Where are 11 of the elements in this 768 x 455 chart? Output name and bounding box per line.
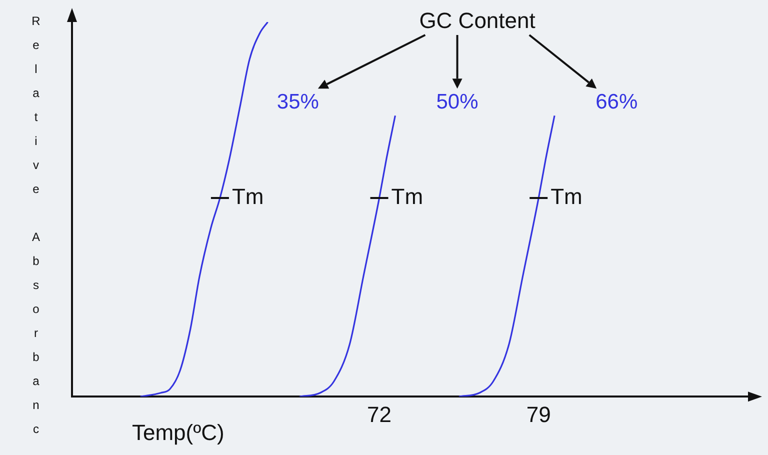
- y-axis-title: Relative Absorbanc: [28, 14, 44, 446]
- series-label: 35%: [276, 90, 319, 114]
- series-label: 66%: [596, 90, 638, 114]
- annotation: Tm: [232, 184, 264, 210]
- x-tick-label: 79: [526, 402, 551, 427]
- x-tick-label: 72: [367, 402, 392, 427]
- series-label: 50%: [436, 90, 478, 114]
- legend-title: GC Content: [419, 8, 536, 34]
- annotation: Tm: [391, 184, 424, 210]
- x-axis-title: Temp(ºC): [132, 420, 224, 446]
- annotation: Tm: [550, 184, 582, 210]
